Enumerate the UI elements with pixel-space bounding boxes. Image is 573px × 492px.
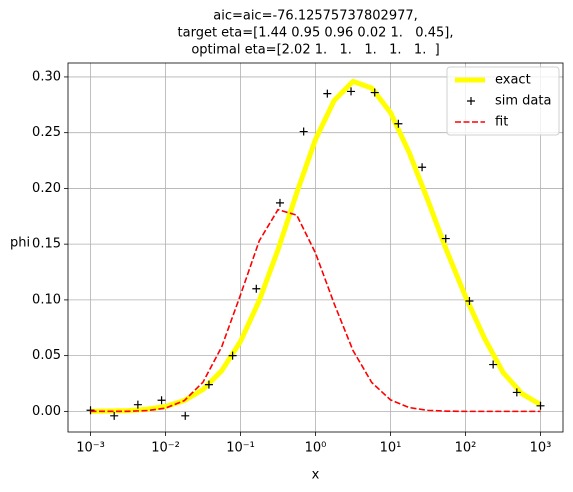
y-tick-label: 0.20 (32, 181, 61, 196)
series-line (90, 208, 541, 413)
data-point (86, 406, 95, 415)
legend-label: exact (495, 73, 531, 88)
x-tick-label: 10⁻³ (76, 441, 105, 456)
data-point (228, 351, 237, 360)
y-tick-label: 0.15 (32, 237, 61, 252)
data-point (536, 401, 545, 410)
chart-title: optimal eta=[2.02 1. 1. 1. 1. 1. ] (191, 43, 439, 58)
data-point (512, 388, 521, 397)
legend-label: sim data (495, 94, 551, 109)
y-tick-label: 0.05 (32, 348, 61, 363)
data-point (157, 396, 166, 405)
legend-label: fit (495, 115, 508, 130)
y-tick-label: 0.10 (32, 292, 61, 307)
x-tick-label: 10⁻¹ (226, 441, 255, 456)
x-tick-label: 10⁻² (151, 441, 180, 456)
data-point (441, 234, 450, 243)
y-axis-label: phi (10, 236, 30, 251)
y-tick-label: 0.00 (32, 404, 61, 419)
chart-title: aic=aic=-76.12575737802977, (213, 9, 418, 24)
series-line (90, 78, 542, 414)
data-point (370, 88, 379, 97)
data-point (394, 119, 403, 128)
data-point (181, 411, 190, 420)
data-point (133, 400, 142, 409)
data-point (489, 360, 498, 369)
data-point (252, 284, 261, 293)
data-point (275, 198, 284, 207)
plot-frame (67, 62, 564, 433)
y-tick-label: 0.30 (32, 69, 61, 84)
x-axis-label: x (312, 468, 320, 483)
chart-title: target eta=[1.44 0.95 0.96 0.02 1. 0.45]… (178, 26, 454, 41)
x-tick-label: 10³ (530, 441, 552, 456)
data-point (323, 89, 332, 98)
y-tick-label: 0.25 (32, 125, 61, 140)
x-tick-label: 10¹ (380, 441, 402, 456)
x-tick-label: 10⁰ (305, 441, 327, 456)
data-point (299, 127, 308, 136)
legend-box (446, 66, 560, 136)
legend-marker (467, 97, 475, 105)
data-point (347, 87, 356, 96)
data-point (204, 380, 213, 389)
data-point (110, 411, 119, 420)
data-point (465, 297, 474, 306)
data-point (418, 163, 427, 172)
x-tick-label: 10² (455, 441, 477, 456)
